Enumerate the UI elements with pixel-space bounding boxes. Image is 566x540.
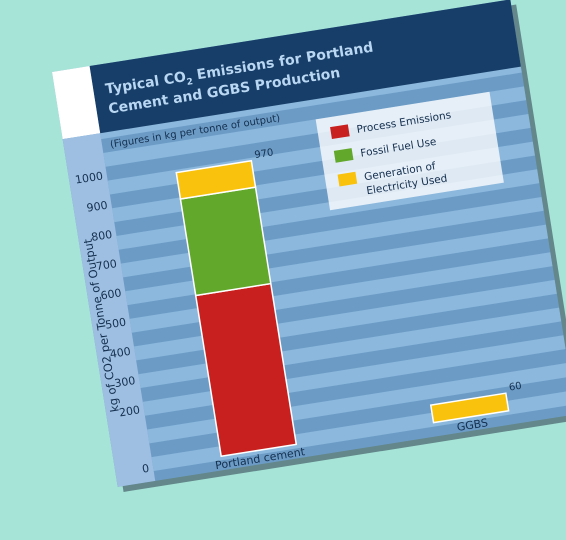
header-corner [51,66,101,140]
title-banner [89,0,521,134]
bar-segment-portland-cement-1 [179,186,272,297]
y-tick-label: 700 [95,257,118,273]
y-tick-label: 800 [90,228,113,244]
y-tick-label: 200 [118,403,141,419]
y-axis-ticks: 0 200 300 400 500 600 700 800 900 1000 [74,169,150,476]
bars: 970 60 [175,147,523,458]
y-tick-label: 400 [109,345,132,361]
legend-swatch [333,148,354,163]
legend-swatch [330,124,350,140]
bar-segment-portland-cement-2 [175,159,257,200]
category-label: GGBS [456,416,489,434]
y-tick-label: 900 [86,199,109,215]
total-label: 970 [254,147,275,161]
chart-card: Typical CO2 Emissions for Portland Cemen… [51,0,566,492]
y-tick-label: 300 [114,374,137,390]
y-tick-label: 0 [141,462,150,476]
legend-swatch [337,171,358,187]
y-axis-column [62,133,156,487]
y-tick-label: 1000 [74,169,104,186]
y-tick-label: 600 [100,286,123,302]
bar-segment-ggbs-2 [429,392,510,424]
y-tick-label: 500 [104,316,127,332]
legend-box [315,91,504,211]
total-label: 60 [508,381,522,394]
